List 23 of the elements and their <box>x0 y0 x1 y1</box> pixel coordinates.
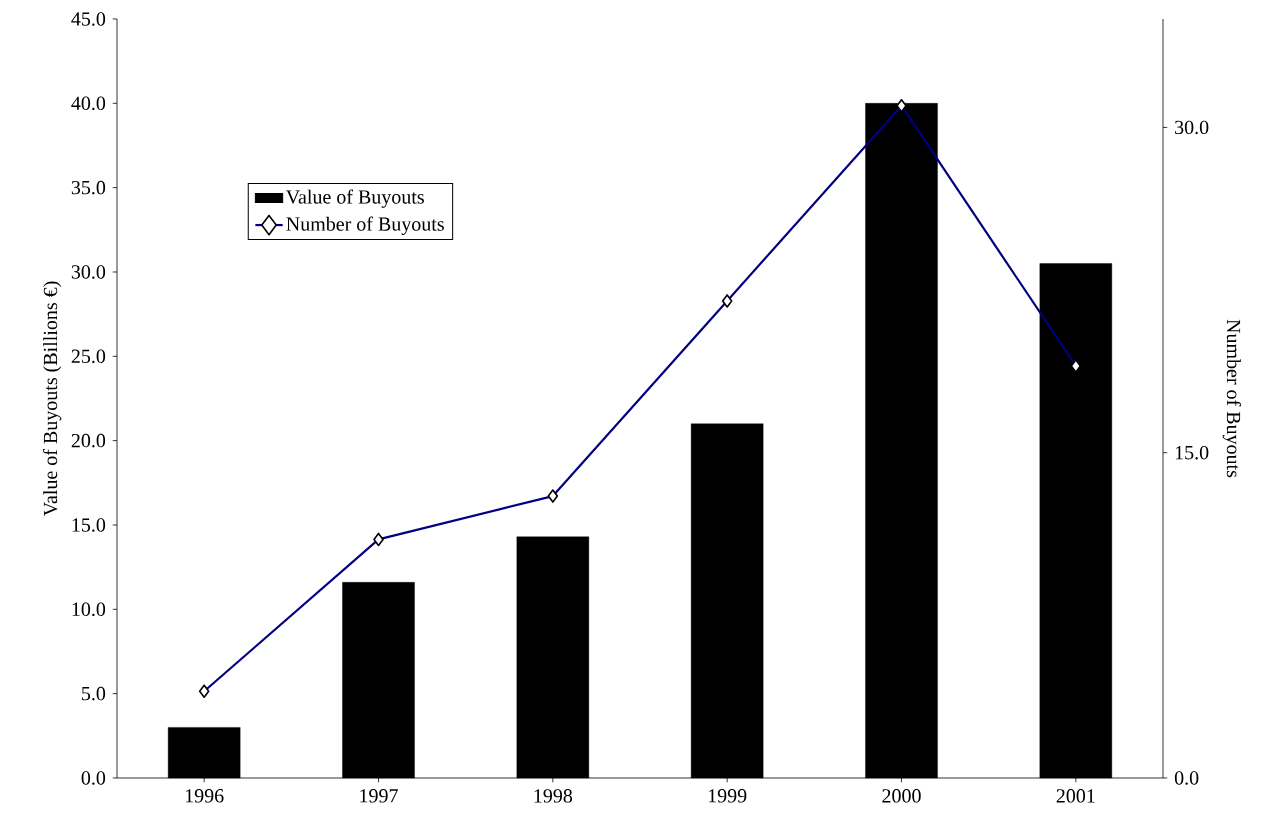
y-tick-label: 30.0 <box>71 265 106 279</box>
y2-tick-label: 30.0 <box>1175 120 1209 135</box>
x-tick-label: 2001 <box>1056 789 1095 803</box>
x-tick-label: 1996 <box>185 789 224 803</box>
y2-axis-title: Number of Buyouts <box>1222 319 1242 478</box>
y-tick-label: 20.0 <box>71 433 106 448</box>
y-tick-label: 15.0 <box>72 518 106 532</box>
y-tick-label: 25.0 <box>71 349 106 364</box>
x-tick-label: 1997 <box>360 789 398 803</box>
y-tick-label: 10.0 <box>72 602 106 617</box>
legend-label: Number of Buyouts <box>286 216 444 235</box>
y-tick-label: 35.0 <box>71 180 106 195</box>
y-tick-label: 0.0 <box>81 771 106 785</box>
y-tick-label: 40.0 <box>71 96 106 111</box>
y-tick-label: 5.0 <box>82 686 106 701</box>
y-tick-label: 45.0 <box>71 12 106 26</box>
x-tick-label: 1998 <box>534 789 573 803</box>
x-tick-label: 2000 <box>882 789 921 803</box>
y2-tick-label: 15.0 <box>1175 445 1209 460</box>
y2-tick-label: 0.0 <box>1174 771 1199 785</box>
y-axis-title: Value of Buyouts (Billions €) <box>42 281 62 517</box>
x-tick-label: 1999 <box>708 789 747 803</box>
legend-label: Value of Buyouts <box>285 189 424 208</box>
